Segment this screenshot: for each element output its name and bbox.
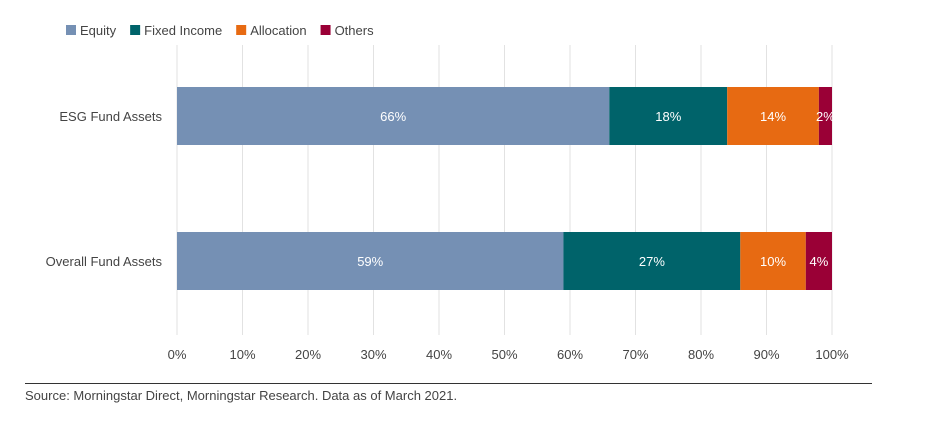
bar-segment bbox=[177, 87, 610, 145]
legend-swatch bbox=[66, 25, 76, 35]
category-label: ESG Fund Assets bbox=[59, 109, 162, 124]
legend-label: Fixed Income bbox=[144, 23, 222, 38]
bar-segment bbox=[818, 87, 832, 145]
x-tick-label: 30% bbox=[360, 347, 386, 362]
category-label: Overall Fund Assets bbox=[46, 254, 163, 269]
legend-label: Equity bbox=[80, 23, 117, 38]
x-tick-label: 70% bbox=[622, 347, 648, 362]
bar-segment bbox=[805, 232, 832, 290]
source-divider bbox=[25, 383, 872, 384]
x-tick-label: 100% bbox=[815, 347, 849, 362]
legend-swatch bbox=[320, 25, 331, 35]
bar-segment bbox=[740, 232, 806, 290]
legend-swatch bbox=[236, 25, 247, 35]
data-label: 14% bbox=[760, 109, 786, 124]
data-label: 10% bbox=[760, 254, 786, 269]
data-label: 18% bbox=[655, 109, 681, 124]
x-tick-label: 10% bbox=[229, 347, 255, 362]
data-label: 59% bbox=[357, 254, 383, 269]
x-tick-label: 40% bbox=[426, 347, 452, 362]
x-tick-label: 50% bbox=[491, 347, 517, 362]
data-label: 2% bbox=[816, 109, 835, 124]
bar-segment bbox=[177, 232, 564, 290]
source-note: Source: Morningstar Direct, Morningstar … bbox=[25, 388, 458, 403]
legend-label: Allocation bbox=[250, 23, 306, 38]
data-label: 27% bbox=[639, 254, 665, 269]
x-tick-label: 80% bbox=[688, 347, 714, 362]
legend-swatch bbox=[130, 25, 141, 35]
data-label: 4% bbox=[810, 254, 829, 269]
bar-segment bbox=[727, 87, 819, 145]
legend-label: Others bbox=[335, 23, 375, 38]
x-tick-label: 90% bbox=[753, 347, 779, 362]
bar-segment bbox=[563, 232, 741, 290]
x-tick-label: 20% bbox=[295, 347, 321, 362]
x-tick-label: 60% bbox=[557, 347, 583, 362]
bar-segment bbox=[609, 87, 728, 145]
x-tick-label: 0% bbox=[168, 347, 187, 362]
data-label: 66% bbox=[380, 109, 406, 124]
